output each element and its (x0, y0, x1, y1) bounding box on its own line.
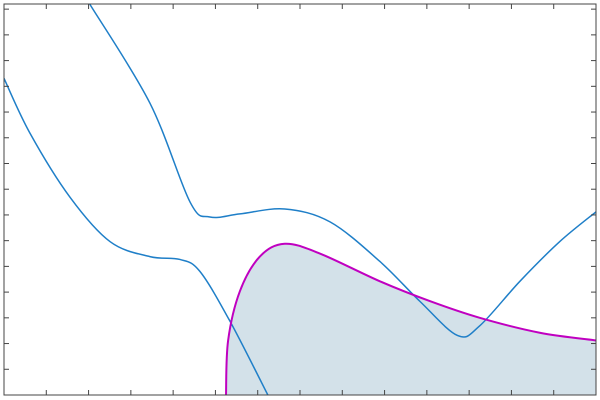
series-line-1 (4, 78, 269, 395)
series-line-2 (225, 242, 596, 395)
shaded-region-2 (226, 243, 596, 395)
series-line-0 (89, 4, 596, 338)
